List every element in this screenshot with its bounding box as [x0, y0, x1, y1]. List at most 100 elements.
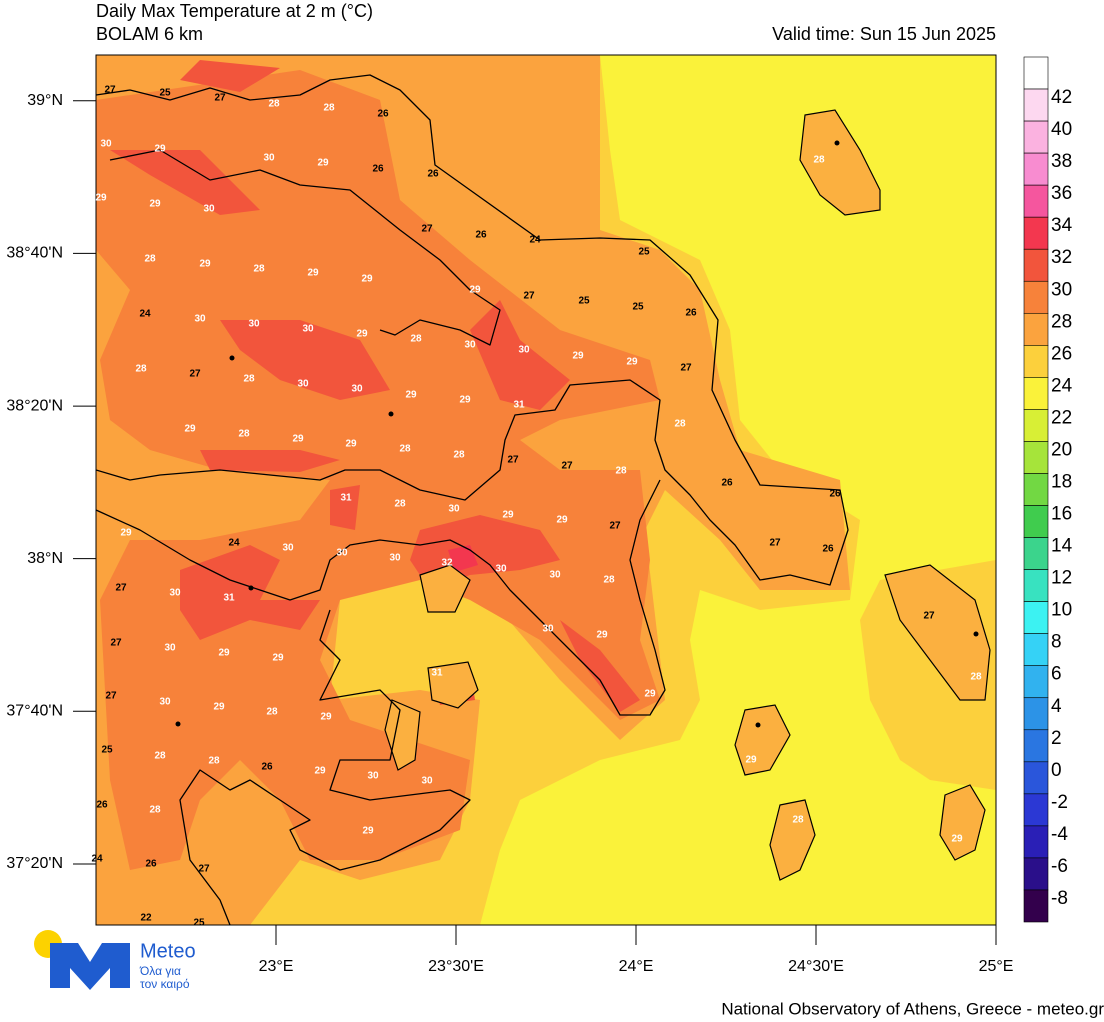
- point-value: 27: [110, 638, 122, 649]
- colorbar-segment: [1023, 569, 1049, 602]
- colorbar-label: 6: [1051, 664, 1062, 685]
- colorbar-label: 34: [1051, 215, 1073, 236]
- point-value: 27: [680, 363, 692, 374]
- city-dots: [175, 140, 979, 728]
- colorbar-segment: [1023, 280, 1049, 314]
- colorbar-label: 32: [1051, 247, 1072, 268]
- point-value: 29: [307, 268, 319, 279]
- map-frame: [95, 54, 997, 926]
- point-value: 28: [238, 429, 250, 440]
- colorbar-segment: [1023, 88, 1049, 122]
- coastline: [179, 609, 471, 925]
- point-value: 28: [410, 334, 422, 345]
- point-value: 30: [495, 564, 507, 575]
- point-value: 29: [626, 357, 638, 368]
- point-value: 31: [340, 493, 352, 504]
- point-value: 31: [513, 400, 525, 411]
- point-value: 30: [194, 314, 206, 325]
- point-value: 30: [282, 543, 294, 554]
- point-value: 29: [951, 834, 963, 845]
- point-value: 28: [149, 805, 161, 816]
- colorbar-segment: [1023, 345, 1049, 378]
- y-tick-label: 38°20'N: [6, 397, 63, 414]
- colorbar-label: 18: [1051, 471, 1072, 492]
- point-value: 26: [261, 762, 273, 773]
- colorbar-label: 10: [1051, 600, 1072, 621]
- point-value: 26: [145, 859, 157, 870]
- colorbar-segment: [1023, 665, 1049, 699]
- point-value: 30: [203, 204, 215, 215]
- colorbar-label: 30: [1051, 279, 1072, 300]
- point-value: 28: [792, 815, 804, 826]
- point-value: 30: [367, 771, 379, 782]
- point-value: 29: [218, 648, 230, 659]
- point-value: 27: [105, 691, 117, 702]
- point-value: 28: [813, 155, 825, 166]
- point-value: 29: [361, 274, 373, 285]
- point-value: 30: [518, 345, 530, 356]
- y-tick-label: 38°40'N: [6, 245, 63, 262]
- point-value: 29: [314, 766, 326, 777]
- point-value: 24: [228, 538, 240, 549]
- y-tick-label: 38°N: [27, 550, 63, 567]
- point-value: 28: [399, 444, 411, 455]
- colorbar-segment: [1023, 633, 1049, 667]
- point-value: 30: [464, 340, 476, 351]
- colorbar-label: -6: [1051, 856, 1068, 877]
- islands: [384, 109, 991, 881]
- point-value: 30: [336, 548, 348, 559]
- colorbar-label: 16: [1051, 504, 1072, 525]
- colorbar-segment: [1023, 729, 1049, 763]
- colorbar-label: -8: [1051, 888, 1068, 909]
- point-value: 28: [135, 364, 147, 375]
- colorbar-label: 0: [1051, 760, 1062, 781]
- colorbar-label: 40: [1051, 119, 1072, 140]
- open-sea: [480, 55, 996, 925]
- colorbar-segment: [1023, 537, 1049, 570]
- point-value: 28: [453, 450, 465, 461]
- point-value: 28: [243, 374, 255, 385]
- logo: Meteo Όλα για τον καιρό: [34, 930, 196, 991]
- logo-tagline: τον καιρό: [140, 977, 190, 991]
- colorbar-segment: [1023, 857, 1049, 891]
- point-value: 24: [529, 235, 541, 246]
- colorbar-label: 26: [1051, 343, 1072, 364]
- x-tick-label: 25°E: [979, 958, 1014, 975]
- map-title: Daily Max Temperature at 2 m (°C): [96, 1, 373, 21]
- point-value: 29: [745, 755, 757, 766]
- point-value: 28: [615, 466, 627, 477]
- point-value: 29: [154, 144, 166, 155]
- colorbar-label: 24: [1051, 375, 1073, 396]
- colorbar-segment: [1023, 248, 1049, 282]
- point-value: 26: [829, 489, 841, 500]
- colorbar-segment: [1023, 473, 1049, 506]
- point-value: 27: [104, 85, 116, 96]
- colorbar-label: 2: [1051, 728, 1062, 749]
- point-value: 27: [769, 538, 781, 549]
- colorbar-segment: [1023, 793, 1049, 827]
- model-name: BOLAM 6 km: [96, 24, 203, 44]
- point-value: 30: [263, 153, 275, 164]
- point-value: 29: [356, 329, 368, 340]
- point-value: 25: [159, 88, 171, 99]
- y-tick-label: 37°20'N: [6, 855, 63, 872]
- point-value: 28: [674, 419, 686, 430]
- point-value: 28: [253, 264, 265, 275]
- point-value: 26: [96, 800, 108, 811]
- point-value: 29: [459, 395, 471, 406]
- colorbar-label: 42: [1051, 87, 1072, 108]
- point-value: 30: [100, 139, 112, 150]
- point-value: 29: [345, 439, 357, 450]
- valid-time: Valid time: Sun 15 Jun 2025: [772, 24, 996, 44]
- very-hot-land: [110, 60, 640, 712]
- point-value: 28: [208, 756, 220, 767]
- colorbar-segment: [1023, 216, 1049, 250]
- coastline: [109, 149, 501, 346]
- point-value: 28: [603, 575, 615, 586]
- coastline: [96, 479, 666, 716]
- point-value: 24: [91, 854, 103, 865]
- point-value: 29: [469, 285, 481, 296]
- point-value: 29: [362, 826, 374, 837]
- point-value: 29: [95, 193, 107, 204]
- point-value: 26: [475, 230, 487, 241]
